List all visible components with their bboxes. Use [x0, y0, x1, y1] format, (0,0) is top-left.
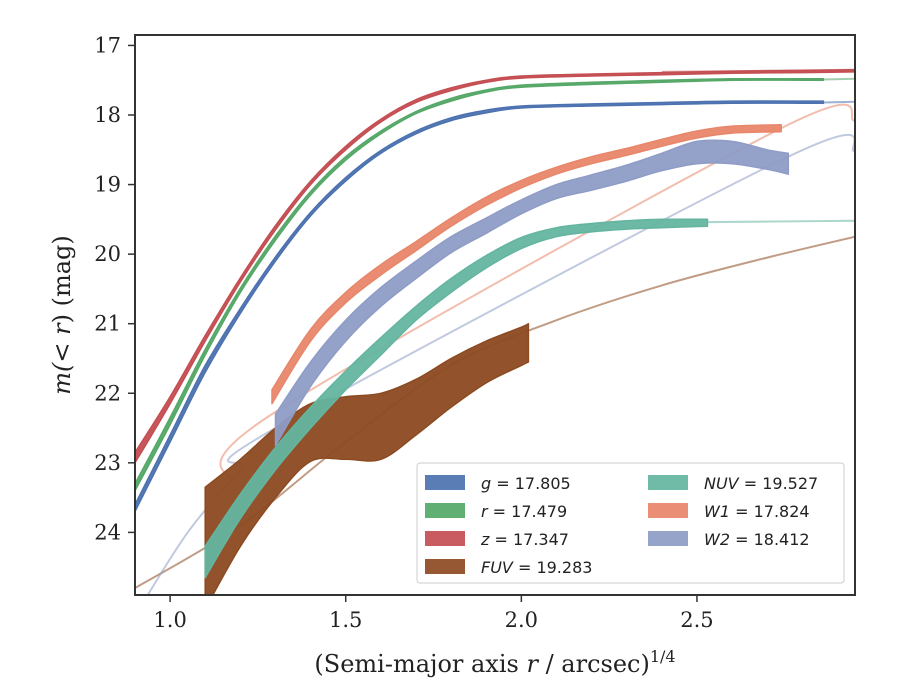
legend-label: r = 17.479 — [481, 502, 567, 521]
model-line-0 — [823, 100, 855, 104]
y-tick-label: 21 — [94, 312, 121, 336]
legend-label: W2 = 18.412 — [704, 530, 810, 549]
data-band-4 — [204, 218, 709, 579]
data-band-0 — [135, 100, 825, 513]
legend-label: g = 17.805 — [481, 474, 571, 493]
legend-swatch — [648, 503, 688, 518]
legend-swatch — [425, 503, 465, 518]
legend-swatch — [425, 559, 465, 574]
y-tick-label: 19 — [94, 173, 121, 197]
model-line-1 — [823, 77, 855, 81]
data-band-1 — [135, 77, 825, 492]
model-line-5 — [219, 103, 855, 485]
x-tick-label: 2.0 — [505, 608, 538, 632]
legend-label: z = 17.347 — [480, 530, 569, 549]
series-layer — [135, 68, 855, 595]
y-axis-ticks: 17 18 19 20 21 22 23 24 — [94, 33, 135, 544]
y-tick-label: 18 — [94, 103, 121, 127]
plot-frame — [134, 34, 856, 596]
legend-label: W1 = 17.824 — [704, 502, 810, 521]
data-band-6 — [274, 139, 790, 447]
x-tick-label: 2.5 — [680, 608, 713, 632]
y-tick-label: 22 — [94, 381, 121, 405]
legend-label: NUV = 19.527 — [704, 474, 818, 493]
y-axis-title: m(< r) (mag) — [48, 235, 76, 395]
legend-swatch — [425, 531, 465, 546]
chart-legend: g = 17.805 r = 17.479 z = 17.347 FUV = 19.2… — [416, 462, 845, 584]
y-tick-label: 23 — [94, 451, 121, 475]
data-band-5 — [271, 123, 782, 405]
x-axis-ticks: 1.0 1.5 2.0 2.5 — [153, 595, 714, 632]
legend-swatch — [648, 531, 688, 546]
legend-swatch — [425, 475, 465, 490]
legend-box — [416, 462, 845, 584]
y-tick-label: 17 — [94, 33, 121, 57]
data-band-2 — [135, 69, 855, 464]
x-tick-label: 1.0 — [153, 608, 186, 632]
legend-label: FUV = 19.283 — [481, 558, 592, 577]
model-line-4 — [707, 219, 855, 224]
x-tick-label: 1.5 — [329, 608, 362, 632]
y-tick-label: 20 — [94, 242, 121, 266]
x-axis-title: (Semi-major axis r / arcsec)1/4 — [314, 647, 675, 678]
y-tick-label: 24 — [94, 520, 121, 544]
legend-swatch — [648, 475, 688, 490]
